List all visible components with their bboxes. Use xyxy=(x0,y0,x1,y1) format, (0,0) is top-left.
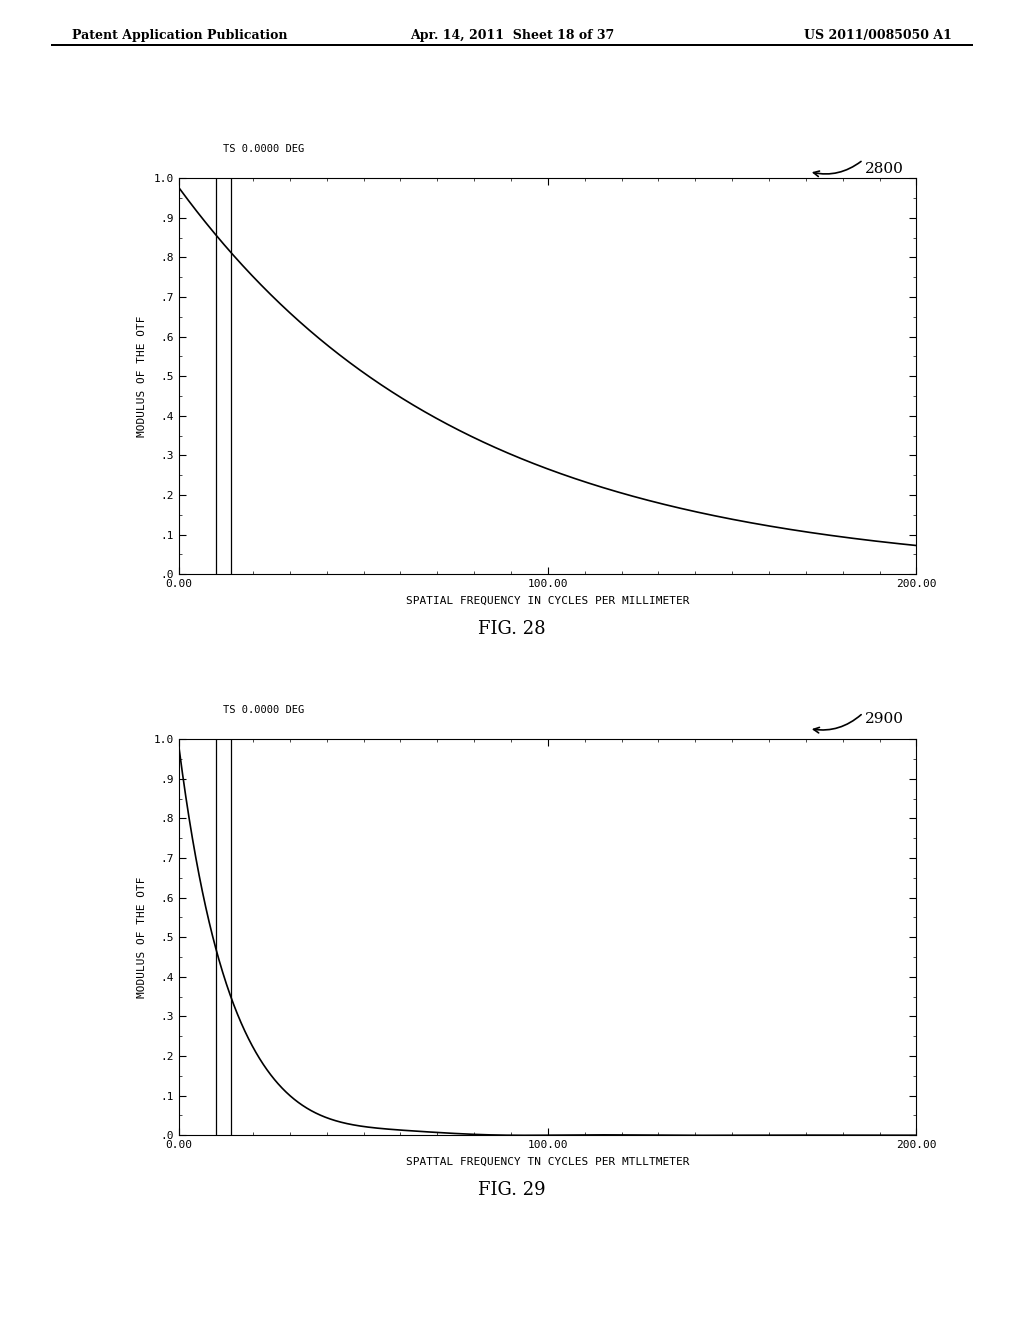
Text: Patent Application Publication: Patent Application Publication xyxy=(72,29,287,42)
Text: TS 0.0000 DEG: TS 0.0000 DEG xyxy=(223,144,305,154)
Text: TS 0.0000 DEG: TS 0.0000 DEG xyxy=(223,705,305,715)
Text: US 2011/0085050 A1: US 2011/0085050 A1 xyxy=(805,29,952,42)
Text: 2900: 2900 xyxy=(865,713,904,726)
Text: FIG. 28: FIG. 28 xyxy=(478,620,546,639)
Text: 2800: 2800 xyxy=(865,162,904,176)
X-axis label: SPATIAL FREQUENCY IN CYCLES PER MILLIMETER: SPATIAL FREQUENCY IN CYCLES PER MILLIMET… xyxy=(407,597,689,606)
Text: FIG. 29: FIG. 29 xyxy=(478,1181,546,1200)
Y-axis label: MODULUS OF THE OTF: MODULUS OF THE OTF xyxy=(137,315,147,437)
Y-axis label: MODULUS OF THE OTF: MODULUS OF THE OTF xyxy=(137,876,147,998)
Text: Apr. 14, 2011  Sheet 18 of 37: Apr. 14, 2011 Sheet 18 of 37 xyxy=(410,29,614,42)
X-axis label: SPATTAL FREQUENCY TN CYCLES PER MTLLTMETER: SPATTAL FREQUENCY TN CYCLES PER MTLLTMET… xyxy=(407,1158,689,1167)
